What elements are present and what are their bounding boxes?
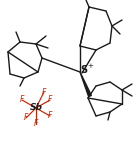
Text: F: F [48, 96, 52, 105]
Text: +: + [87, 63, 93, 69]
Text: F: F [48, 112, 52, 121]
Text: S: S [80, 65, 88, 75]
Polygon shape [80, 72, 91, 97]
Text: F: F [42, 87, 46, 96]
Text: F: F [20, 96, 24, 105]
Text: F: F [24, 113, 28, 122]
Text: F: F [34, 120, 38, 128]
Text: Sb: Sb [30, 103, 43, 112]
